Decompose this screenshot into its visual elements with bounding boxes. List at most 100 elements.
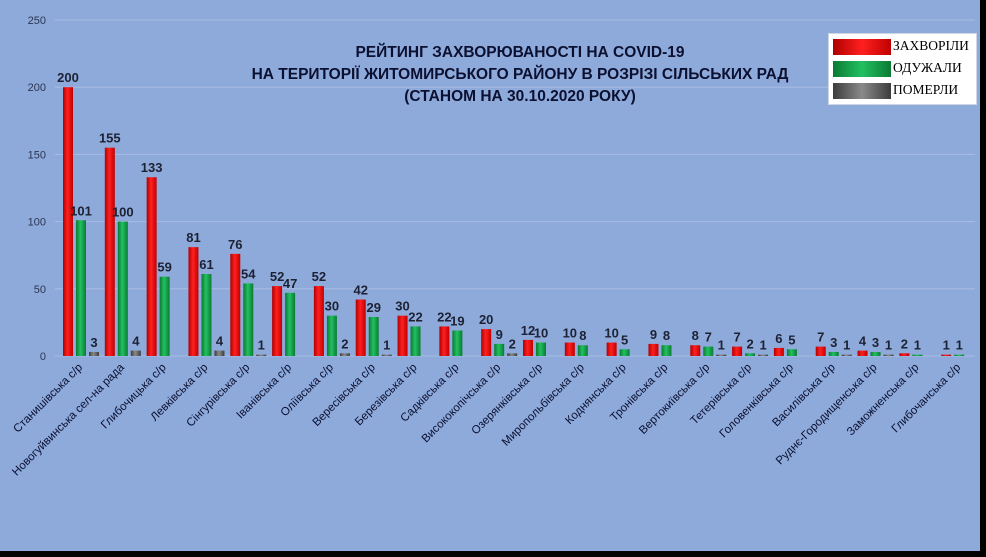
bar bbox=[912, 354, 923, 356]
data-label: 10 bbox=[563, 326, 577, 341]
bar bbox=[117, 221, 128, 356]
y-tick-label: 150 bbox=[28, 149, 46, 161]
chart-title-line-1: РЕЙТИНГ ЗАХВОРЮВАНОСТІ НА COVID-19 bbox=[355, 44, 685, 61]
bar bbox=[661, 345, 672, 356]
bar bbox=[63, 87, 73, 356]
data-label: 1 bbox=[943, 338, 950, 353]
data-label: 61 bbox=[199, 257, 213, 272]
bar bbox=[536, 342, 546, 356]
bar bbox=[313, 286, 324, 356]
data-label: 4 bbox=[859, 334, 867, 349]
data-label: 9 bbox=[650, 327, 657, 342]
bar bbox=[76, 220, 86, 356]
bar bbox=[439, 326, 450, 356]
data-label: 10 bbox=[534, 326, 548, 341]
data-label: 8 bbox=[692, 328, 699, 343]
bar bbox=[564, 342, 575, 356]
bar bbox=[606, 342, 617, 356]
x-tick-label: Миропольбівська с/р bbox=[500, 362, 587, 449]
bar bbox=[941, 354, 952, 356]
x-tick-label: Вертокиївська с/р bbox=[637, 362, 712, 437]
data-label: 22 bbox=[437, 309, 451, 324]
data-label: 5 bbox=[621, 332, 628, 347]
x-tick-label: Висококопічська с/р bbox=[420, 362, 504, 446]
data-label: 2 bbox=[509, 336, 516, 351]
legend-item-recovered: ОДУЖАЛИ bbox=[833, 59, 973, 77]
data-label: 200 bbox=[57, 70, 79, 85]
data-label: 7 bbox=[733, 330, 740, 345]
data-label: 8 bbox=[579, 328, 586, 343]
chart-title: РЕЙТИНГ ЗАХВОРЮВАНОСТІ НА COVID-19 НА ТЕ… bbox=[230, 42, 810, 108]
data-label: 6 bbox=[775, 331, 782, 346]
bar bbox=[285, 292, 296, 356]
bar bbox=[452, 330, 463, 356]
legend-label-deceased: ПОМЕРЛИ bbox=[893, 82, 959, 97]
data-label: 52 bbox=[270, 269, 284, 284]
bar bbox=[230, 253, 241, 356]
bar bbox=[841, 354, 852, 356]
data-label: 2 bbox=[901, 336, 908, 351]
legend-swatch-recovered bbox=[833, 61, 891, 77]
y-tick-label: 50 bbox=[34, 284, 46, 296]
bar bbox=[870, 351, 881, 356]
data-label: 1 bbox=[885, 338, 892, 353]
bar bbox=[146, 177, 157, 356]
data-label: 76 bbox=[228, 237, 242, 252]
data-label: 3 bbox=[830, 335, 837, 350]
data-label: 30 bbox=[395, 299, 409, 314]
data-label: 7 bbox=[705, 330, 712, 345]
bar bbox=[381, 354, 392, 356]
data-label: 1 bbox=[718, 338, 725, 353]
data-label: 7 bbox=[817, 330, 824, 345]
bar bbox=[201, 274, 212, 356]
x-tick-label: Заможненська с/р bbox=[845, 362, 922, 439]
bar bbox=[104, 147, 115, 356]
x-tick-label: Станишівська с/р bbox=[11, 362, 85, 436]
bar bbox=[523, 339, 533, 356]
bar bbox=[619, 349, 630, 356]
bar bbox=[397, 315, 408, 356]
bar bbox=[130, 350, 141, 356]
bar bbox=[339, 353, 350, 356]
bar bbox=[954, 354, 965, 356]
bar bbox=[481, 329, 492, 356]
bar bbox=[828, 351, 839, 356]
data-label: 30 bbox=[325, 299, 339, 314]
bar bbox=[326, 315, 337, 356]
data-label: 9 bbox=[496, 327, 503, 342]
bar bbox=[732, 346, 743, 356]
data-label: 59 bbox=[157, 260, 171, 275]
data-label: 4 bbox=[132, 334, 140, 349]
bar bbox=[243, 283, 254, 356]
data-label: 4 bbox=[216, 334, 224, 349]
data-label: 8 bbox=[663, 328, 670, 343]
y-tick-label: 0 bbox=[40, 351, 46, 363]
bar bbox=[159, 276, 170, 356]
data-label: 1 bbox=[759, 338, 766, 353]
bar bbox=[89, 351, 99, 356]
legend-label-infected: ЗАХВОРІЛИ bbox=[893, 38, 969, 53]
bar bbox=[857, 350, 868, 356]
data-label: 101 bbox=[70, 203, 92, 218]
data-label: 52 bbox=[312, 269, 326, 284]
chart-title-line-2: НА ТЕРИТОРІЇ ЖИТОМИРСЬКОГО РАЙОНУ В РОЗР… bbox=[251, 66, 789, 83]
data-label: 22 bbox=[408, 309, 422, 324]
data-label: 42 bbox=[353, 283, 367, 298]
x-tick-label: Головенківська с/р bbox=[717, 362, 796, 441]
legend-swatch-deceased bbox=[833, 83, 891, 99]
data-label: 1 bbox=[914, 338, 921, 353]
legend-item-deceased: ПОМЕРЛИ bbox=[833, 81, 973, 99]
legend-swatch-infected bbox=[833, 39, 891, 55]
data-label: 54 bbox=[241, 266, 256, 281]
legend-label-recovered: ОДУЖАЛИ bbox=[893, 60, 962, 75]
data-label: 12 bbox=[521, 323, 535, 338]
data-label: 81 bbox=[186, 230, 200, 245]
data-label: 1 bbox=[956, 338, 963, 353]
bar bbox=[507, 353, 518, 356]
data-label: 10 bbox=[604, 326, 618, 341]
bar bbox=[883, 354, 894, 356]
data-label: 20 bbox=[479, 312, 493, 327]
data-label: 133 bbox=[141, 160, 163, 175]
